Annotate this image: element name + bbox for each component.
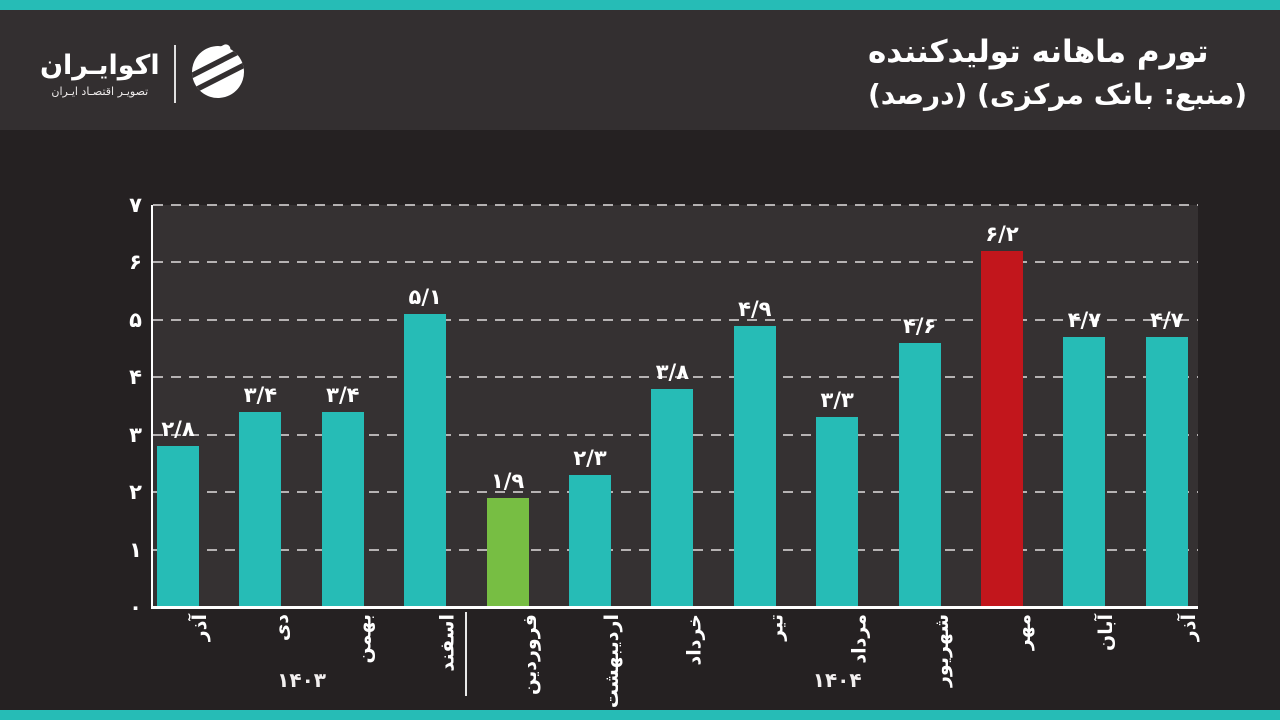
bar-value-label: ۵/۱ xyxy=(408,285,442,310)
brand-divider xyxy=(173,45,176,103)
x-tick-label: تیر xyxy=(765,614,788,641)
x-tick-label: خرداد xyxy=(683,614,706,666)
x-tick-label: مرداد xyxy=(848,614,871,664)
bar-value-label: ۴/۹ xyxy=(738,296,772,321)
brand-text: اکوایـران تصویـر اقتصـاد ایـران xyxy=(40,49,160,98)
bar-تیر xyxy=(733,325,776,607)
bar-آذر xyxy=(1145,337,1188,607)
gridline-5 xyxy=(153,318,1198,321)
bar-value-label: ۱/۹ xyxy=(490,468,525,493)
bar-آذر xyxy=(157,446,199,607)
brand-wordmark: اکوایـران xyxy=(40,49,160,81)
bar-آبان xyxy=(1063,337,1106,607)
bar-بهمن xyxy=(321,411,364,607)
y-tick-label: ۳ xyxy=(129,422,142,447)
bar-مهر xyxy=(981,250,1023,607)
year-label: ۱۴۰۳ xyxy=(277,668,326,692)
bar-اسفند xyxy=(404,314,447,607)
x-tick-label: فروردین xyxy=(518,614,541,695)
y-tick-label: ۰ xyxy=(129,595,142,619)
y-tick-label: ۴ xyxy=(129,365,142,390)
bar-فروردین xyxy=(486,497,529,607)
gridline-7 xyxy=(153,204,1198,206)
bar-شهریور xyxy=(898,342,941,607)
y-tick-label: ۵ xyxy=(129,307,142,332)
page-subtitle: (منبع: بانک مرکزی) (درصد) xyxy=(868,78,1247,111)
bar-value-label: ۲/۸ xyxy=(161,417,195,442)
header-band: اکوایـران تصویـر اقتصـاد ایـران xyxy=(0,10,1280,130)
y-tick-label: ۱ xyxy=(129,537,142,562)
bar-خرداد xyxy=(651,388,694,607)
x-tick-label: شهریور xyxy=(930,614,953,688)
x-axis-line xyxy=(151,606,1198,609)
brand-tagline: تصویـر اقتصـاد ایـران xyxy=(51,84,149,98)
year-separator-line xyxy=(465,612,468,696)
bar-دی xyxy=(239,411,282,607)
bar-value-label: ۲/۳ xyxy=(573,445,607,470)
x-tick-label: آذر xyxy=(189,614,211,642)
gridline-6 xyxy=(153,261,1198,264)
chart-heading: تورم ماهانه تولیدکننده (منبع: بانک مرکزی… xyxy=(868,32,1247,114)
bar-اردیبهشت xyxy=(569,474,611,607)
top-accent-strip xyxy=(0,0,1280,10)
x-tick-label: آذر xyxy=(1177,614,1200,642)
brand-block: اکوایـران تصویـر اقتصـاد ایـران xyxy=(40,37,253,107)
y-tick-label: ۲ xyxy=(129,480,142,505)
x-tick-label: بهمن xyxy=(353,614,376,664)
x-tick-label: اردیبهشت xyxy=(601,614,623,709)
gridline-4 xyxy=(153,376,1198,379)
x-tick-label: دی xyxy=(271,614,294,642)
bar-value-label: ۳/۴ xyxy=(326,382,360,407)
y-axis-line xyxy=(151,205,153,609)
bar-value-label: ۶/۲ xyxy=(985,221,1019,246)
ecoiran-striped-circle-icon xyxy=(182,37,253,107)
y-tick-label: ۷ xyxy=(129,193,142,217)
bar-value-label: ۴/۷ xyxy=(1067,308,1102,333)
y-tick-label: ۶ xyxy=(129,250,142,275)
bar-value-label: ۴/۶ xyxy=(902,313,937,338)
bar-value-label: ۳/۸ xyxy=(655,359,690,384)
x-tick-label: اسفند xyxy=(436,614,459,672)
bar-مرداد xyxy=(816,417,859,607)
x-tick-label: آبان xyxy=(1095,614,1118,651)
bar-value-label: ۳/۴ xyxy=(243,382,278,407)
bar-value-label: ۴/۷ xyxy=(1150,308,1184,333)
page-title: تورم ماهانه تولیدکننده xyxy=(868,34,1209,70)
x-tick-label: مهر xyxy=(1013,614,1035,651)
bottom-accent-strip xyxy=(0,710,1280,720)
year-label: ۱۴۰۴ xyxy=(812,668,862,692)
bar-value-label: ۳/۳ xyxy=(820,388,854,413)
